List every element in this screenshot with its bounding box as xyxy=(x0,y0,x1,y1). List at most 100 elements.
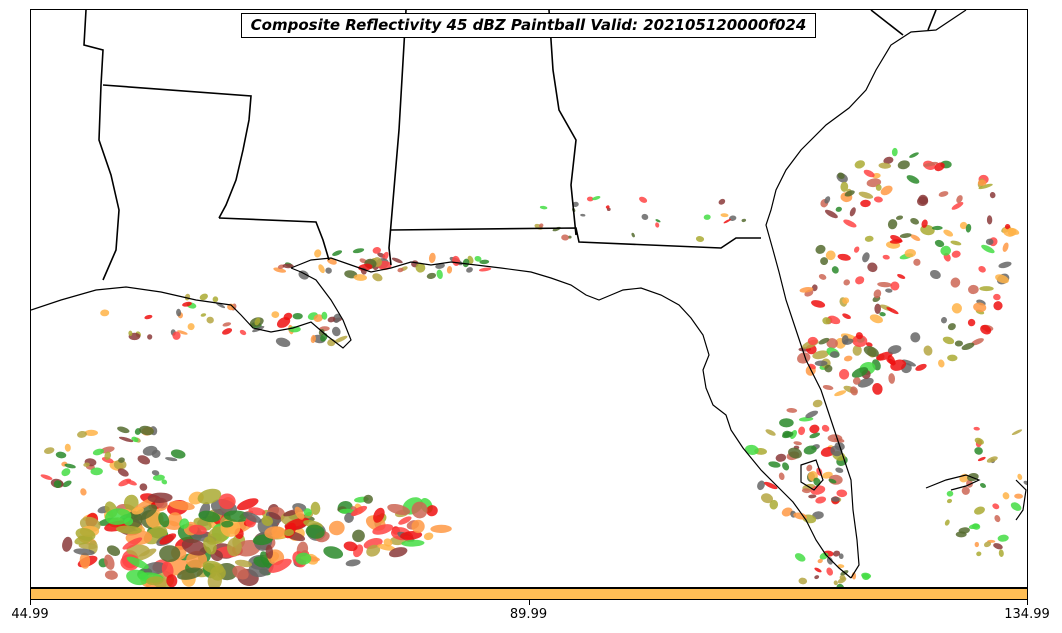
reflectivity-blob xyxy=(837,253,851,261)
reflectivity-blob xyxy=(253,556,270,568)
reflectivity-blob xyxy=(978,183,993,190)
reflectivity-blob xyxy=(188,524,207,535)
coast-lake-okeechobee xyxy=(800,459,824,491)
reflectivity-blob xyxy=(978,266,986,273)
reflectivity-blob xyxy=(73,548,95,556)
reflectivity-blob xyxy=(833,580,838,586)
reflectivity-blob xyxy=(176,308,182,317)
reflectivity-blob xyxy=(1023,480,1027,486)
reflectivity-blob xyxy=(814,567,822,573)
reflectivity-blob xyxy=(221,520,234,528)
reflectivity-blob xyxy=(131,506,144,515)
reflectivity-blob xyxy=(947,323,956,331)
reflectivity-blob xyxy=(974,541,979,548)
reflectivity-blob xyxy=(824,209,838,219)
reflectivity-blob xyxy=(934,162,945,172)
reflectivity-blob xyxy=(352,248,365,254)
reflectivity-blob xyxy=(352,529,365,543)
reflectivity-blob xyxy=(226,537,242,557)
reflectivity-blob xyxy=(695,236,705,242)
reflectivity-blob xyxy=(812,350,829,360)
reflectivity-blob xyxy=(843,279,850,286)
colorbar-tick-label: 134.99 xyxy=(1004,607,1050,622)
reflectivity-blob xyxy=(814,360,828,367)
reflectivity-blob xyxy=(951,303,963,314)
reflectivity-blob xyxy=(117,426,130,434)
reflectivity-blob xyxy=(282,263,294,269)
reflectivity-blob xyxy=(880,185,893,196)
reflectivity-blob xyxy=(863,346,879,357)
reflectivity-blob xyxy=(923,345,933,356)
reflectivity-blob xyxy=(118,478,132,487)
reflectivity-blob xyxy=(973,302,987,313)
reflectivity-blob xyxy=(855,332,863,340)
reflectivity-blob xyxy=(142,445,158,456)
reflectivity-blob xyxy=(100,309,110,317)
reflectivity-blob xyxy=(303,508,312,516)
reflectivity-blob xyxy=(946,498,953,504)
reflectivity-blob xyxy=(798,577,808,585)
reflectivity-blob xyxy=(363,494,373,504)
reflectivity-blob xyxy=(325,267,332,274)
reflectivity-blob xyxy=(466,267,473,273)
reflectivity-blob xyxy=(811,300,826,308)
reflectivity-blob xyxy=(842,297,850,305)
reflectivity-blob xyxy=(426,505,438,517)
reflectivity-blob xyxy=(904,248,916,258)
reflectivity-blob xyxy=(950,240,962,246)
reflectivity-blob xyxy=(844,190,855,197)
map-canvas xyxy=(31,10,1027,587)
reflectivity-blob xyxy=(161,479,168,485)
reflectivity-blob xyxy=(876,351,893,361)
reflectivity-blob xyxy=(854,246,860,253)
reflectivity-blob xyxy=(814,575,820,580)
reflectivity-blob xyxy=(965,223,972,233)
reflectivity-blob xyxy=(812,399,823,408)
border-tx-la xyxy=(98,84,120,281)
border-al-ga xyxy=(548,10,577,236)
reflectivity-blob xyxy=(741,218,747,223)
reflectivity-blob xyxy=(822,317,831,325)
border-al-fl xyxy=(390,227,761,249)
reflectivity-blob xyxy=(328,520,345,536)
reflectivity-blob xyxy=(104,451,111,460)
reflectivity-blob xyxy=(895,215,904,220)
reflectivity-blob xyxy=(139,425,154,436)
reflectivity-blob xyxy=(115,525,142,534)
reflectivity-blob xyxy=(631,232,635,238)
reflectivity-blob xyxy=(333,335,348,344)
colorbar-tick-mark xyxy=(1027,600,1028,605)
reflectivity-blob xyxy=(478,267,492,272)
reflectivity-blob xyxy=(835,467,844,473)
reflectivity-blob xyxy=(837,564,845,569)
reflectivity-blob xyxy=(977,456,986,462)
reflectivity-blob xyxy=(923,161,938,167)
reflectivity-blob xyxy=(165,457,178,462)
reflectivity-blob xyxy=(372,247,381,254)
reflectivity-blob xyxy=(170,449,186,459)
reflectivity-blob xyxy=(757,480,765,491)
reflectivity-blob xyxy=(891,147,898,157)
reflectivity-blob xyxy=(177,330,188,335)
reflectivity-blob xyxy=(826,567,834,576)
reflectivity-blob xyxy=(873,196,883,203)
reflectivity-blob xyxy=(181,538,208,556)
reflectivity-blob xyxy=(980,324,992,335)
reflectivity-blob xyxy=(921,219,928,228)
reflectivity-blob xyxy=(918,194,929,205)
reflectivity-blob xyxy=(423,532,434,541)
reflectivity-paintball-layer xyxy=(40,147,1027,587)
reflectivity-blob xyxy=(268,512,281,520)
reflectivity-blob xyxy=(843,219,857,228)
reflectivity-blob xyxy=(827,434,843,443)
reflectivity-blob xyxy=(139,483,148,491)
reflectivity-blob xyxy=(79,552,91,569)
reflectivity-blob xyxy=(874,303,881,314)
reflectivity-blob xyxy=(580,213,586,217)
reflectivity-blob xyxy=(798,426,806,436)
reflectivity-blob xyxy=(723,218,732,224)
reflectivity-blob xyxy=(350,505,368,516)
reflectivity-blob xyxy=(310,501,321,515)
reflectivity-blob xyxy=(1008,227,1020,235)
reflectivity-blob xyxy=(105,508,132,525)
